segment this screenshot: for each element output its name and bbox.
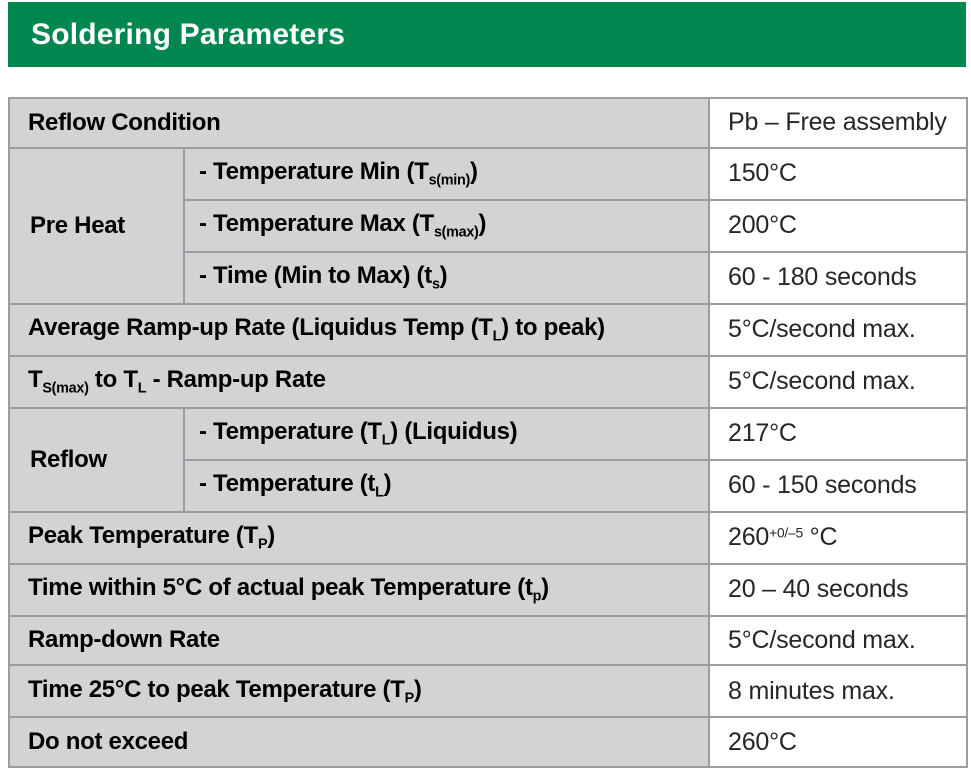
row-label-cell: Average Ramp-up Rate (Liquidus Temp (TL)… [8, 302, 710, 357]
table-row: Time 25°C to peak Temperature (TP) 8 min… [8, 664, 968, 719]
row-value: 8 minutes max. [728, 676, 895, 705]
table-row: Reflow Condition Pb – Free assembly [8, 97, 968, 149]
row-label: Average Ramp-up Rate (Liquidus Temp (TL)… [28, 314, 605, 345]
table-row: Average Ramp-up Rate (Liquidus Temp (TL)… [8, 302, 968, 357]
title-bar: Soldering Parameters [8, 2, 966, 67]
row-label: Ramp-down Rate [28, 626, 220, 654]
table-row: - Temperature (tL) 60 - 150 seconds [9, 458, 968, 513]
row-group-cell: Pre Heat [8, 146, 185, 305]
row-label-cell: Time 25°C to peak Temperature (TP) [8, 664, 710, 719]
row-value-cell: 8 minutes max. [708, 664, 968, 719]
row-value: 260°C [728, 727, 797, 756]
row-label: Time 25°C to peak Temperature (TP) [28, 676, 422, 707]
row-value: 60 - 180 seconds [728, 263, 917, 292]
row-value: 150°C [728, 159, 797, 188]
table-row: Ramp-down Rate 5°C/second max. [8, 614, 968, 667]
row-label-cell: - Temperature Max (Ts(max)) [183, 198, 710, 253]
row-value: 60 - 150 seconds [728, 471, 917, 500]
row-value: 217°C [728, 419, 797, 448]
row-value-cell: 20 – 40 seconds [708, 562, 968, 617]
row-value-cell: 5°C/second max. [708, 354, 968, 409]
row-label: Do not exceed [28, 728, 189, 756]
row-value: 5°C/second max. [728, 315, 916, 344]
row-label-cell: TS(max) to TL - Ramp-up Rate [8, 354, 710, 409]
row-value-cell: 150°C [708, 146, 968, 201]
row-value-cell: 260+0/–5 °C [708, 510, 968, 565]
row-value-cell: 60 - 150 seconds [708, 458, 968, 513]
row-label-cell: Reflow Condition [8, 97, 710, 149]
row-value-cell: 5°C/second max. [708, 302, 968, 357]
table-row: Peak Temperature (TP) 260+0/–5 °C [8, 510, 968, 565]
table-row: - Time (Min to Max) (ts) 60 - 180 second… [9, 250, 968, 305]
row-value-cell: Pb – Free assembly [708, 97, 968, 149]
row-label: - Temperature Max (Ts(max)) [199, 210, 487, 241]
row-label-cell: Peak Temperature (TP) [8, 510, 710, 565]
row-label-cell: - Temperature (TL) (Liquidus) [183, 406, 710, 461]
row-label-cell: Do not exceed [8, 716, 710, 768]
row-value-cell: 5°C/second max. [708, 614, 968, 667]
table-row: Time within 5°C of actual peak Temperatu… [8, 562, 968, 617]
row-label-cell: - Time (Min to Max) (ts) [183, 250, 710, 305]
row-value: 5°C/second max. [728, 367, 916, 396]
row-value: 260+0/–5 °C [728, 523, 838, 552]
table-row: Pre Heat - Temperature Min (Ts(min)) 150… [8, 146, 968, 305]
row-value: 200°C [728, 211, 797, 240]
table-row: - Temperature Max (Ts(max)) 200°C [9, 198, 968, 253]
soldering-parameters-table: Reflow Condition Pb – Free assembly Pre … [8, 97, 968, 768]
table-row: TS(max) to TL - Ramp-up Rate 5°C/second … [8, 354, 968, 409]
row-label: TS(max) to TL - Ramp-up Rate [28, 366, 326, 397]
row-group-cell: Reflow [8, 406, 185, 513]
page-title: Soldering Parameters [31, 17, 346, 51]
row-value: Pb – Free assembly [728, 108, 947, 137]
row-label-cell: - Temperature (tL) [183, 458, 710, 513]
row-label: - Temperature (TL) (Liquidus) [199, 418, 518, 449]
row-value: 20 – 40 seconds [728, 575, 909, 604]
row-label: Peak Temperature (TP) [28, 522, 275, 553]
row-value-cell: 217°C [708, 406, 968, 461]
row-label: Reflow Condition [28, 108, 221, 136]
table-row: Reflow - Temperature (TL) (Liquidus) 217… [8, 406, 968, 513]
table-row: Do not exceed 260°C [8, 716, 968, 768]
row-label-cell: Time within 5°C of actual peak Temperatu… [8, 562, 710, 617]
row-label: - Time (Min to Max) (ts) [199, 262, 448, 293]
row-label-cell: Ramp-down Rate [8, 614, 710, 667]
row-label: - Temperature Min (Ts(min)) [199, 158, 478, 189]
row-value: 5°C/second max. [728, 625, 916, 654]
row-value-cell: 260°C [708, 716, 968, 768]
row-value-cell: 200°C [708, 198, 968, 253]
row-label-cell: - Temperature Min (Ts(min)) [183, 146, 710, 201]
row-label: Time within 5°C of actual peak Temperatu… [28, 574, 549, 605]
row-label: - Temperature (tL) [199, 470, 392, 501]
row-value-cell: 60 - 180 seconds [708, 250, 968, 305]
